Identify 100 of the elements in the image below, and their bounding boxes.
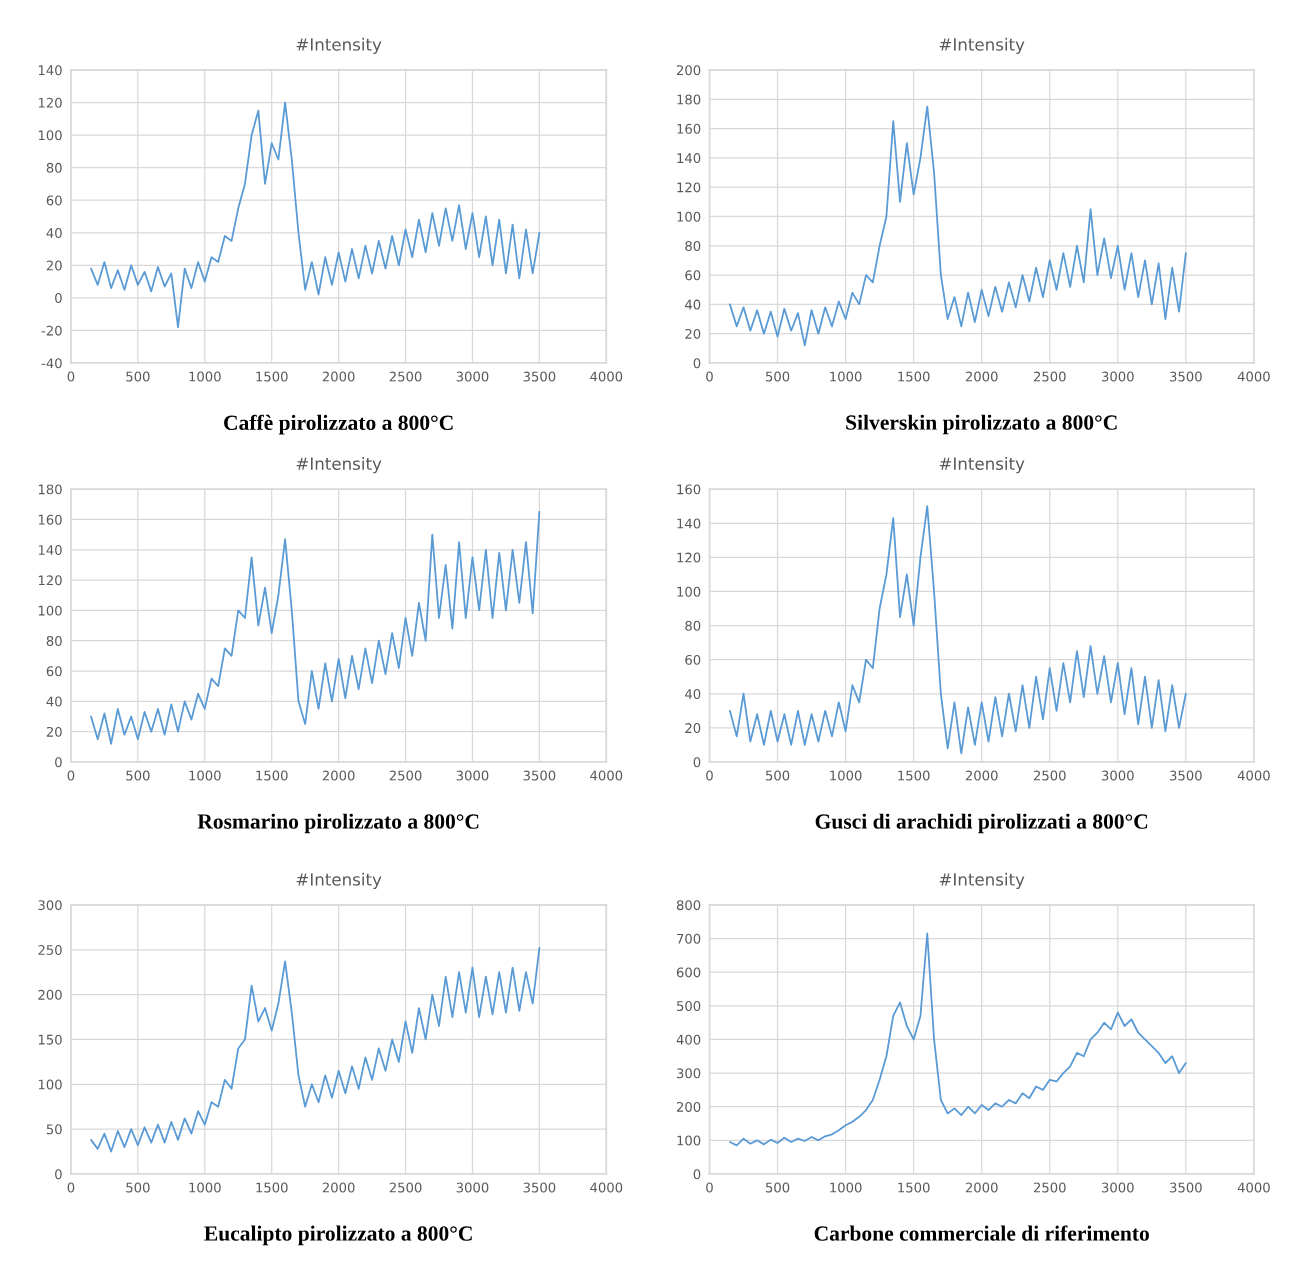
x-tick-label: 0 [67,770,75,781]
x-tick-label: 1000 [830,1182,862,1193]
x-tick-label: 3000 [456,1182,489,1193]
x-tick-label: 0 [706,1182,713,1193]
y-tick-label: 60 [46,666,62,677]
x-tick-label: 2000 [965,1182,998,1193]
x-tick-label: 3500 [523,1182,556,1193]
chart-title: #Intensity [296,457,382,474]
y-tick-label: 120 [677,552,701,563]
y-tick-label: 300 [38,900,62,911]
chart-title: #Intensity [939,37,1025,54]
y-tick-label: 0 [55,757,62,768]
y-tick-label: 120 [677,182,701,193]
y-tick-label: 500 [677,1001,701,1012]
y-tick-label: 300 [676,1068,701,1079]
y-tick-label: 140 [38,65,62,76]
chart-title: #Intensity [296,37,382,54]
x-tick-label: 2000 [965,770,998,781]
x-tick-label: 1000 [830,770,862,781]
x-tick-label: 4000 [1237,770,1270,781]
line-series [729,932,1187,1147]
x-tick-label: 500 [765,371,790,382]
line-series [90,101,541,329]
y-tick-label: 80 [46,635,62,646]
y-tick-label: -40 [41,358,62,369]
x-tick-label: 2500 [389,371,422,382]
x-tick-label: 3500 [1170,770,1202,781]
x-tick-label: 500 [126,770,150,781]
x-tick-label: 1000 [189,1182,221,1193]
y-tick-label: 20 [46,260,62,271]
y-tick-label: 140 [677,153,701,164]
y-tick-label: 160 [677,484,701,495]
x-tick-label: 1500 [256,1182,288,1193]
y-tick-label: 60 [685,654,701,665]
x-tick-label: 2500 [389,1182,422,1193]
y-tick-label: 0 [693,1169,701,1180]
x-tick-label: 0 [67,1182,75,1193]
y-tick-label: 20 [685,328,701,339]
y-tick-label: 160 [38,514,62,525]
chart-title: #Intensity [939,872,1025,889]
y-tick-label: 700 [677,933,701,944]
y-tick-label: 100 [38,130,62,141]
y-tick-label: 100 [677,1135,701,1146]
x-tick-label: 2000 [322,1182,355,1193]
y-tick-label: 80 [685,241,701,251]
x-tick-label: 1000 [830,371,862,382]
x-tick-label: 3500 [523,770,556,781]
chart-title: #Intensity [939,457,1025,474]
x-tick-label: 500 [765,770,790,781]
x-tick-label: 0 [67,371,75,382]
x-tick-label: 1000 [189,371,221,382]
line-series [90,947,541,1153]
x-tick-label: 3500 [1170,1182,1202,1193]
x-tick-label: 4000 [1237,371,1270,382]
x-tick-label: 1500 [256,371,288,382]
x-tick-label: 2500 [1033,1182,1066,1193]
x-tick-label: 4000 [590,371,623,382]
y-tick-label: 0 [55,1169,62,1180]
y-tick-label: 80 [46,162,62,173]
y-tick-label: 20 [685,723,701,734]
chart-title: #Intensity [296,872,382,889]
x-tick-label: 500 [126,371,150,382]
x-tick-label: 2500 [1033,371,1066,382]
y-tick-label: 100 [677,586,701,597]
y-tick-label: 60 [46,195,62,206]
y-tick-label: 600 [676,967,701,978]
y-tick-label: 40 [46,696,62,707]
x-tick-label: 0 [706,371,713,382]
x-tick-label: 1500 [898,371,930,382]
line-series [729,105,1187,347]
x-tick-label: 1500 [256,770,288,781]
x-tick-label: 3000 [456,770,489,781]
y-tick-label: 250 [38,945,62,955]
y-tick-label: 120 [38,575,62,586]
x-axis-title: Silverskin pirolizzato a 800°C [846,414,1117,435]
x-tick-label: 3000 [1102,1182,1134,1193]
x-tick-label: 0 [706,770,713,781]
y-tick-label: 180 [38,484,62,495]
x-tick-label: 4000 [590,770,623,781]
y-tick-label: 400 [676,1034,701,1045]
x-axis-title: Gusci di arachidi pirolizzati a 800°C [815,813,1148,834]
y-tick-label: 0 [693,358,701,369]
x-axis-title: Caffè pirolizzato a 800°C [224,414,453,435]
x-axis-title: Carbone commerciale di riferimento [814,1225,1149,1241]
y-tick-label: 50 [46,1124,62,1135]
x-tick-label: 1500 [898,770,930,781]
y-tick-label: 150 [38,1034,62,1045]
y-tick-label: 100 [38,605,62,616]
y-tick-label: 160 [677,123,701,134]
x-tick-label: 1000 [189,770,221,781]
x-tick-label: 3500 [523,371,556,382]
x-tick-label: 500 [765,1182,790,1193]
x-tick-label: 4000 [590,1182,623,1193]
y-tick-label: 40 [685,299,701,310]
y-tick-label: 0 [55,293,62,304]
x-tick-label: 1500 [898,1182,930,1193]
y-tick-label: 0 [693,757,701,768]
y-tick-label: 200 [676,65,701,76]
y-tick-label: 80 [685,620,701,631]
x-tick-label: 2000 [965,371,998,382]
